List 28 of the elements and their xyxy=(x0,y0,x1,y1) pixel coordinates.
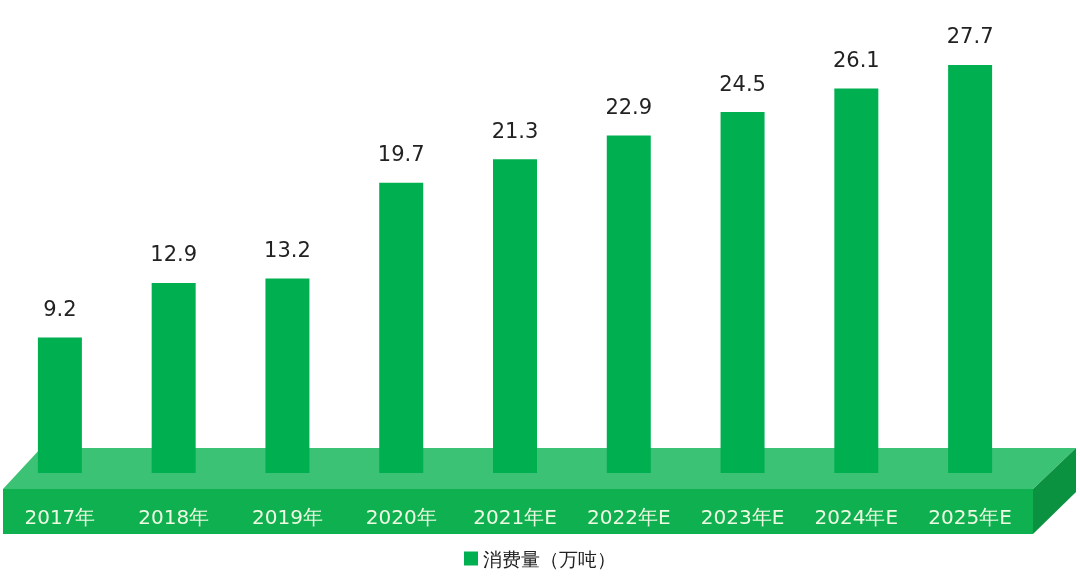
data-label: 24.5 xyxy=(719,71,766,96)
data-label: 22.9 xyxy=(605,95,653,120)
data-label: 26.1 xyxy=(832,47,880,72)
data-label: 21.3 xyxy=(491,118,539,143)
x-tick-label: 2022年E xyxy=(587,505,671,529)
bar xyxy=(379,182,424,473)
x-tick-label: 2020年 xyxy=(365,505,437,529)
bar xyxy=(948,64,993,473)
x-tick-label: 2019年 xyxy=(251,505,323,529)
x-tick-label: 2021年E xyxy=(473,505,557,529)
bar xyxy=(265,278,310,473)
bar xyxy=(720,112,765,473)
data-label: 9.2 xyxy=(43,296,77,321)
legend-label: 消费量（万吨） xyxy=(483,547,616,570)
bar xyxy=(493,159,537,473)
x-tick-label: 2017年 xyxy=(24,505,96,529)
bar xyxy=(37,337,82,473)
x-tick-label: 2018年 xyxy=(138,505,210,529)
data-label: 12.9 xyxy=(150,242,198,267)
x-tick-label: 2024年E xyxy=(814,505,899,529)
x-tick-label: 2025年E xyxy=(928,505,1012,529)
bar xyxy=(834,88,879,473)
x-tick-label: 2023年E xyxy=(700,505,785,529)
data-label: 13.2 xyxy=(264,238,311,263)
bar xyxy=(606,135,651,473)
data-label: 27.7 xyxy=(946,24,994,49)
data-label: 19.7 xyxy=(377,142,425,167)
bar xyxy=(151,282,196,473)
